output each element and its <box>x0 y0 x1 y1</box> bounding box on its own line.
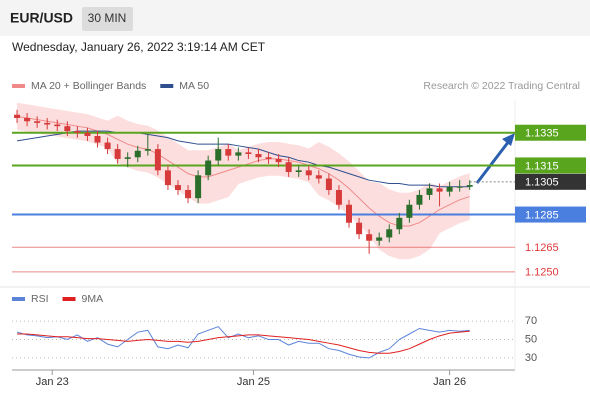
candle-body <box>74 131 81 133</box>
level-label: 1.1305 <box>525 177 559 189</box>
candle-body <box>275 158 282 163</box>
interval-pill[interactable] <box>82 7 133 31</box>
level-label: 1.1315 <box>525 160 559 172</box>
candle-body <box>94 136 101 143</box>
candle-body <box>416 194 423 205</box>
bollinger-lower <box>16 128 470 260</box>
candle-body <box>54 124 61 127</box>
candle-body <box>466 185 473 187</box>
candle-body <box>164 170 171 186</box>
x-tick-label: Jan 25 <box>237 376 270 388</box>
legend-label: RSI <box>31 293 49 305</box>
legend-label: MA 50 <box>179 80 209 92</box>
candle-body <box>255 154 262 158</box>
candle-body <box>315 175 322 179</box>
legend-swatch <box>12 84 25 88</box>
candle-body <box>14 114 21 118</box>
y-tick-label: 50 <box>525 333 537 345</box>
candle-body <box>215 149 222 161</box>
candle-body <box>335 190 342 205</box>
candle-body <box>396 217 403 230</box>
symbol: EUR/USD <box>10 10 73 26</box>
level-box <box>515 157 586 174</box>
candle-body <box>205 160 212 176</box>
legend-label: MA 20 + Bollinger Bands <box>31 80 146 92</box>
interval[interactable]: 30 MIN <box>88 11 127 25</box>
candle-body <box>174 185 181 190</box>
legend-label: 9MA <box>82 293 104 305</box>
candle-body <box>376 237 383 241</box>
forecast-arrow <box>475 140 511 184</box>
candle-body <box>265 157 272 159</box>
candle-body <box>245 152 252 154</box>
candle-body <box>114 149 121 159</box>
rsi-line <box>16 326 470 359</box>
candle-body <box>366 234 373 241</box>
level-box <box>515 124 586 141</box>
candle-body <box>325 178 332 190</box>
bollinger-upper <box>16 102 470 194</box>
legend-swatch <box>12 297 25 301</box>
level-box <box>515 206 586 223</box>
rsi-line <box>17 330 470 354</box>
candle-body <box>295 170 302 172</box>
y-tick-label: 70 <box>525 315 537 327</box>
candle-body <box>225 149 232 156</box>
candle-body <box>386 229 393 238</box>
candle-body <box>144 149 151 151</box>
level-label: 1.1285 <box>525 209 559 221</box>
candle-body <box>406 204 413 218</box>
candle-body <box>64 126 71 132</box>
level-label: 1.1250 <box>525 267 559 279</box>
candle-body <box>24 118 31 122</box>
candle-body <box>436 188 443 192</box>
candle-body <box>195 175 202 199</box>
candle-body <box>356 222 363 235</box>
candle-body <box>34 121 41 123</box>
level-label: 1.1265 <box>525 242 559 254</box>
candle-body <box>426 188 433 195</box>
x-tick-label: Jan 23 <box>36 376 69 388</box>
candle-body <box>44 122 51 125</box>
candle-body <box>446 186 453 192</box>
candle-body <box>154 149 161 171</box>
bollinger-band <box>17 103 470 259</box>
credit: Research © 2022 Trading Central <box>423 80 580 92</box>
candle-body <box>285 162 292 172</box>
legend-swatch <box>160 84 174 88</box>
candle-body <box>134 150 141 158</box>
level-label: 1.1335 <box>525 128 559 140</box>
candle-body <box>346 204 353 223</box>
candle-body <box>104 142 111 150</box>
y-tick-label: 30 <box>525 352 537 364</box>
candle-body <box>305 170 312 176</box>
legend-swatch <box>62 297 76 301</box>
ma-line <box>16 130 470 188</box>
candle-body <box>185 190 192 199</box>
candle-body <box>235 152 242 156</box>
candle-body <box>124 157 131 159</box>
x-tick-label: Jan 26 <box>433 376 466 388</box>
level-box <box>515 173 586 190</box>
candle-body <box>456 186 463 188</box>
timestamp: Wednesday, January 26, 2022 3:19:14 AM C… <box>12 40 266 54</box>
forecast-arrowhead <box>502 133 515 146</box>
candle-body <box>84 132 91 136</box>
